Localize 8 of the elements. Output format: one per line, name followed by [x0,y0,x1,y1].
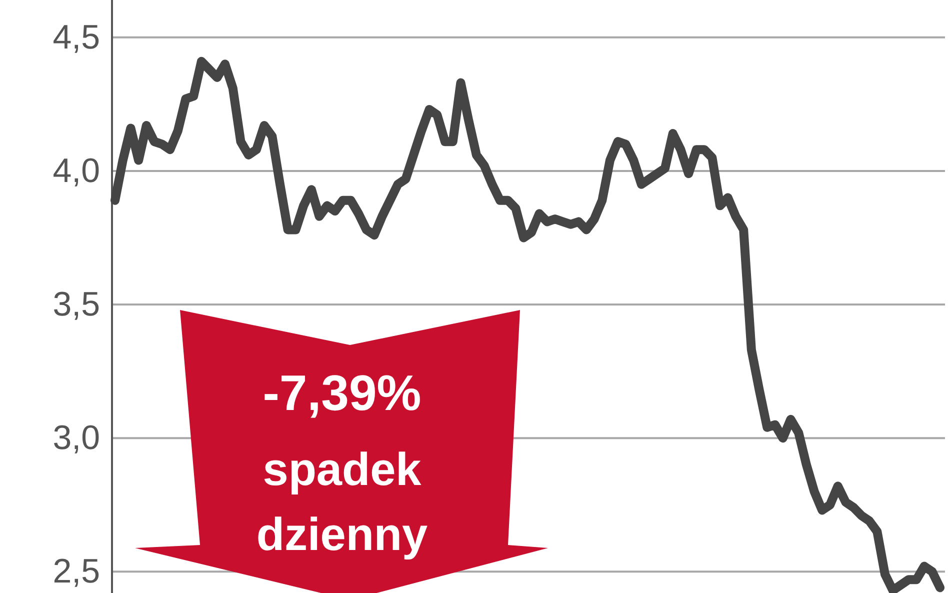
y-tick-label: 4,5 [52,18,100,56]
annotation: -7,39% [262,365,422,421]
y-tick-label: 3,5 [52,285,100,324]
y-tick-label: 4,0 [52,152,100,190]
annotation: spadek [262,443,422,495]
annotation: dzienny [256,508,428,560]
y-tick-label: 2,5 [52,552,100,591]
y-tick-label: 3,0 [52,418,100,457]
